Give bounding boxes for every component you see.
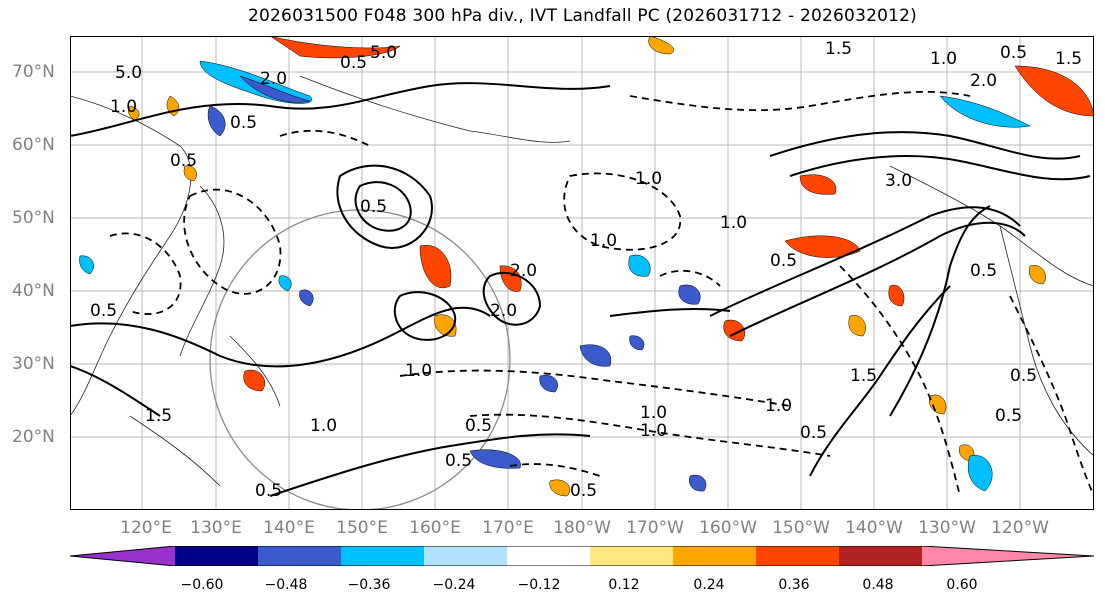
lon-label-130e: 130°E (190, 518, 242, 538)
colorbar-tick: 0.24 (693, 577, 725, 593)
lon-label-180w: 180°W (553, 518, 611, 538)
contour-label: 5.0 (115, 63, 142, 83)
contour-label: 0.5 (570, 481, 597, 501)
colorbar-segment (839, 546, 922, 566)
graticule (70, 36, 1094, 510)
contour-label: 1.0 (110, 97, 137, 117)
contour-label: 1.0 (720, 213, 747, 233)
colorbar-tick: 0.36 (778, 577, 810, 593)
colorbar-segment (673, 546, 756, 566)
contour-label: 1.5 (1055, 49, 1082, 69)
contour-label: 2.0 (490, 301, 517, 321)
contour-label: 1.0 (310, 416, 337, 436)
lon-label-140e: 140°E (263, 518, 315, 538)
lon-label-130w: 130°W (918, 518, 976, 538)
dashed-contours (109, 90, 1094, 497)
colorbar-segment (175, 546, 258, 566)
colorbar-tick: −0.36 (347, 577, 391, 593)
lon-label-160w: 160°W (699, 518, 757, 538)
contour-label: 0.5 (230, 113, 257, 133)
lon-label-140w: 140°W (845, 518, 903, 538)
contour-label: 0.5 (465, 416, 492, 436)
colorbar-tick: 0.12 (608, 577, 640, 593)
colorbar-segment (341, 546, 424, 566)
lat-label-70n: 70°N (12, 62, 55, 82)
colorbar-tick: −0.12 (517, 577, 561, 593)
contour-label: 0.5 (90, 301, 117, 321)
lon-label-150w: 150°W (772, 518, 830, 538)
map-title: 2026031500 F048 300 hPa div., IVT Landfa… (248, 6, 917, 26)
contour-label: 0.5 (1010, 366, 1037, 386)
contour-label: 1.5 (850, 366, 877, 386)
coastlines (70, 75, 1094, 487)
contour-label: 0.5 (1000, 43, 1027, 63)
contour-label: 1.0 (405, 361, 432, 381)
contour-labels: 5.0 5.0 2.0 0.5 1.5 1.0 0.5 2.0 1.5 1.0 … (90, 39, 1082, 501)
contour-label: 1.5 (825, 39, 852, 59)
colorbar-segment (258, 546, 341, 566)
contour-label: 1.5 (145, 406, 172, 426)
contour-label: 0.5 (340, 53, 367, 73)
contour-label: 2.0 (510, 261, 537, 281)
contour-label: 1.0 (765, 396, 792, 416)
divergence-shading (79, 36, 1094, 497)
lat-label-30n: 30°N (12, 354, 55, 374)
contour-label: 2.0 (970, 71, 997, 91)
contour-label: 0.5 (770, 251, 797, 271)
contour-label: 0.5 (995, 406, 1022, 426)
colorbar-segment (70, 546, 175, 566)
colorbar-tick: 0.60 (946, 577, 978, 593)
colorbar-tick: −0.60 (180, 577, 224, 593)
contour-label: 1.0 (590, 231, 617, 251)
lat-label-40n: 40°N (12, 281, 55, 301)
colorbar-segment (507, 546, 590, 566)
contour-label: 0.5 (255, 481, 282, 501)
contour-label: 1.0 (640, 421, 667, 441)
colorbar-segment (756, 546, 839, 566)
lon-label-120w: 120°W (991, 518, 1049, 538)
contour-label: 1.0 (635, 169, 662, 189)
contour-label: 0.5 (970, 261, 997, 281)
lat-label-20n: 20°N (12, 427, 55, 447)
contour-label: 0.5 (170, 151, 197, 171)
lon-label-160e: 160°E (409, 518, 461, 538)
lon-label-150e: 150°E (336, 518, 388, 538)
lon-label-170e: 170°E (482, 518, 534, 538)
colorbar-tick: −0.24 (432, 577, 476, 593)
colorbar-segment (424, 546, 507, 566)
colorbar-tick: −0.48 (264, 577, 308, 593)
contour-label: 0.5 (360, 197, 387, 217)
colorbar-segment (590, 546, 673, 566)
colorbar-tick: 0.48 (862, 577, 894, 593)
lon-label-120e: 120°E (120, 518, 172, 538)
lat-label-60n: 60°N (12, 135, 55, 155)
contour-label: 1.0 (640, 403, 667, 423)
colorbar-segment (922, 546, 1094, 566)
range-circle (209, 209, 511, 510)
map-border (70, 36, 1094, 510)
map-plot: 5.0 5.0 2.0 0.5 1.5 1.0 0.5 2.0 1.5 1.0 … (70, 36, 1094, 510)
ivt-contours (70, 82, 1091, 497)
lon-label-170w: 170°W (626, 518, 684, 538)
contour-label: 2.0 (260, 69, 287, 89)
contour-label: 0.5 (800, 423, 827, 443)
contour-label: 5.0 (370, 43, 397, 63)
contour-label: 3.0 (885, 171, 912, 191)
contour-label: 0.5 (445, 451, 472, 471)
map-panel[interactable]: 5.0 5.0 2.0 0.5 1.5 1.0 0.5 2.0 1.5 1.0 … (70, 36, 1094, 510)
contour-label: 1.0 (930, 49, 957, 69)
colorbar (70, 546, 1094, 566)
lat-label-50n: 50°N (12, 208, 55, 228)
